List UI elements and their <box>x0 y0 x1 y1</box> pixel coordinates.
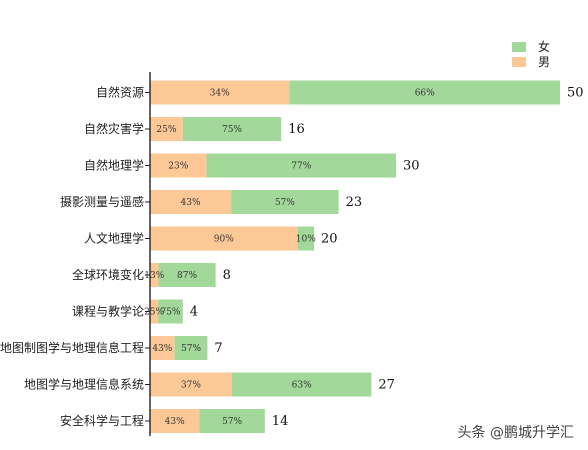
data-label-male: 23% <box>168 162 188 172</box>
category-label: 课程与教学论 <box>72 304 144 319</box>
legend-swatch-male <box>512 57 526 67</box>
bar-female <box>231 190 339 214</box>
data-label-female: 75% <box>160 308 180 318</box>
category-label: 自然地理学 <box>84 158 144 173</box>
total-label: 8 <box>223 268 231 283</box>
data-label-male: 25% <box>156 125 176 135</box>
data-label-male: 43% <box>181 198 201 208</box>
bar-male <box>150 117 183 141</box>
legend-label-female: 女 <box>538 39 550 54</box>
category-label: 人文地理学 <box>84 231 144 246</box>
bar-male <box>150 409 200 433</box>
data-label-male: 34% <box>210 89 230 99</box>
category-label: 摄影测量与遥感 <box>60 194 144 209</box>
total-label: 50 <box>567 86 584 101</box>
bar-female <box>206 153 396 178</box>
category-label: 安全科学与工程 <box>60 413 144 428</box>
bar-female <box>158 263 216 287</box>
data-label-female: 63% <box>292 381 312 391</box>
data-label-female: 66% <box>415 89 435 99</box>
bar-male <box>150 263 159 287</box>
category-label: 自然灾害学 <box>84 121 144 136</box>
data-label-male: 43% <box>165 417 185 427</box>
category-label: 地图制图学与地理信息工程 <box>0 340 144 355</box>
legend-swatch-female <box>512 42 526 52</box>
bar-female <box>158 299 183 324</box>
bar-female <box>231 372 372 397</box>
watermark: 头条 @鹏城升学汇 <box>457 425 574 441</box>
category-label: 全球环境变化 <box>72 267 144 282</box>
bar-male <box>150 80 290 105</box>
bar-male <box>150 299 159 324</box>
total-label: 20 <box>321 232 338 247</box>
data-label-male: 43% <box>152 344 172 354</box>
bar-female <box>182 117 282 141</box>
data-label-female: 57% <box>181 344 201 354</box>
category-label: 地图学与地理信息系统 <box>24 377 144 392</box>
bar-male <box>150 336 175 360</box>
legend-label-male: 男 <box>538 55 550 69</box>
data-label-female: 10% <box>296 235 316 245</box>
data-label-male: 37% <box>181 381 201 391</box>
total-label: 27 <box>378 378 395 393</box>
data-label-female: 57% <box>275 198 295 208</box>
bar-male <box>150 190 232 214</box>
bar-female <box>174 336 208 360</box>
bar-female <box>297 226 314 251</box>
total-label: 16 <box>288 122 305 137</box>
category-label: 自然资源 <box>96 85 144 100</box>
bar-male <box>150 372 232 397</box>
data-label-female: 77% <box>291 162 311 172</box>
data-label-male: 25% <box>144 308 164 318</box>
bar-female <box>199 409 265 433</box>
total-label: 30 <box>403 159 420 174</box>
bar-female <box>289 80 560 105</box>
data-label-female: 87% <box>177 271 197 281</box>
total-label: 14 <box>272 414 289 429</box>
total-label: 4 <box>190 305 198 320</box>
data-label-female: 57% <box>222 417 242 427</box>
data-label-male: 90% <box>214 235 234 245</box>
total-label: 7 <box>214 341 222 356</box>
total-label: 23 <box>346 195 363 210</box>
bar-male <box>150 153 207 178</box>
data-label-male: 13% <box>144 271 164 281</box>
bar-male <box>150 226 298 251</box>
data-label-female: 75% <box>222 125 242 135</box>
